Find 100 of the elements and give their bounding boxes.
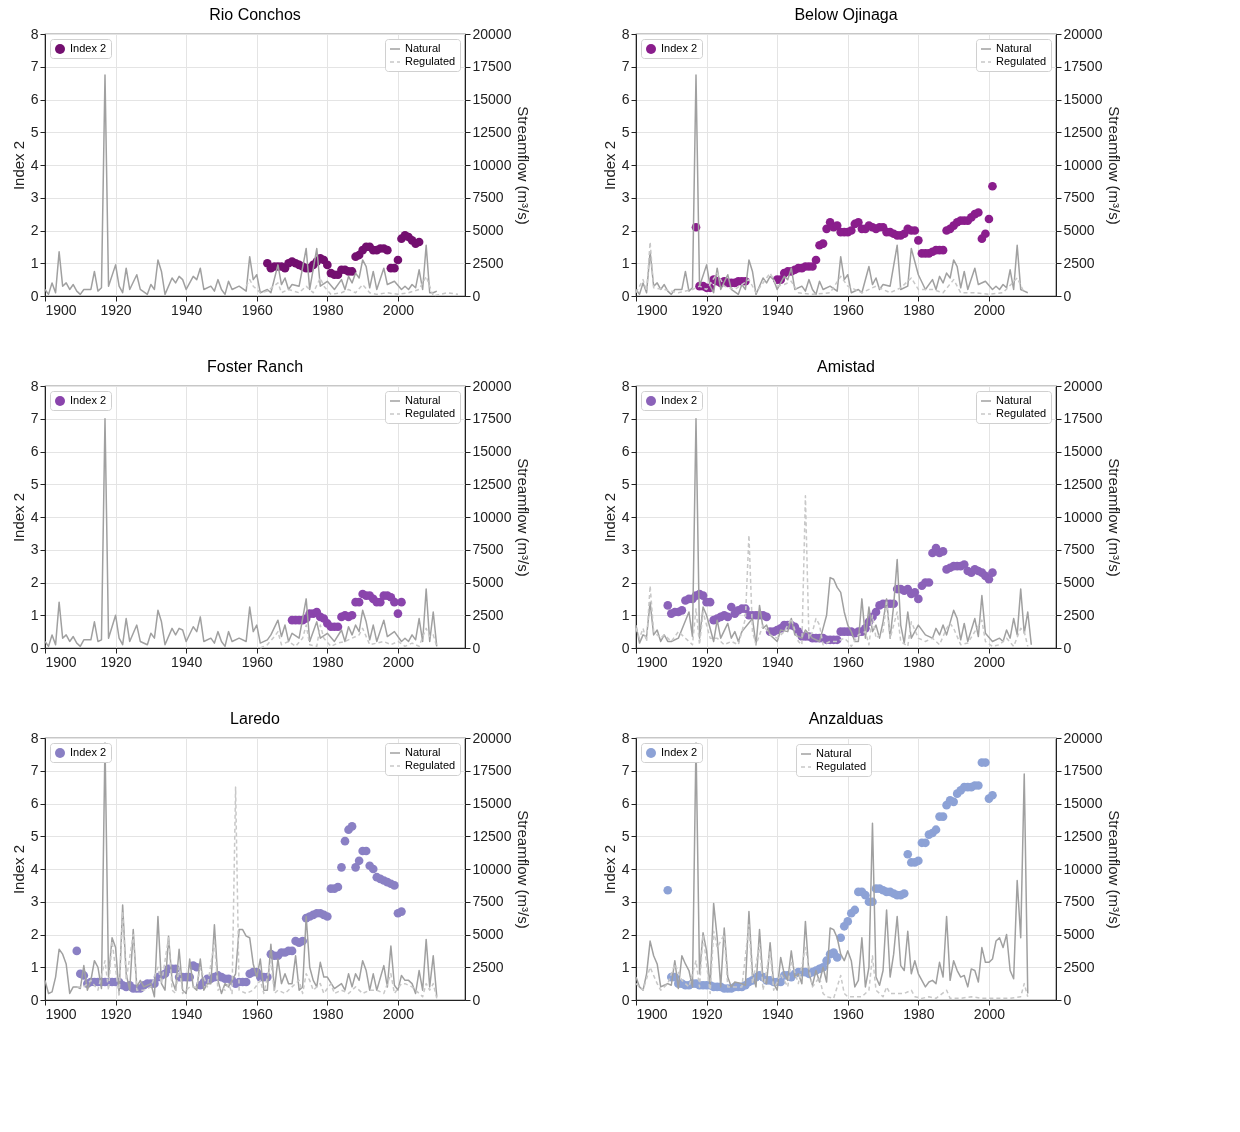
- y2-tick-label: 7500: [472, 893, 504, 910]
- y-tick-label: 8: [621, 729, 630, 746]
- y-tick-label: 3: [621, 189, 630, 206]
- y-axis-title: Index 2: [600, 140, 618, 191]
- y2-tick-label: 0: [472, 639, 481, 656]
- line-series: [76, 786, 438, 1000]
- legend-label: Natural: [405, 394, 441, 406]
- point: [393, 255, 403, 265]
- legend-label: Natural: [405, 42, 441, 54]
- y-tick-label: 3: [30, 893, 39, 910]
- y2-tick-label: 2500: [472, 606, 504, 623]
- y-axis-title: Index 2: [9, 844, 27, 895]
- x-tick-label: 2000: [973, 1005, 1006, 1022]
- y-tick-label: 5: [30, 475, 39, 492]
- x-tick-label: 1940: [171, 1005, 203, 1022]
- y-tick-label: 7: [621, 58, 630, 75]
- y2-tick-label: 5000: [472, 574, 504, 590]
- y2-tick-label: 20000: [472, 729, 512, 746]
- x-tick-label: 1900: [636, 1005, 668, 1022]
- y2-tick-label: 12500: [472, 123, 512, 140]
- x-tick-label: 1960: [832, 1005, 865, 1022]
- y-tick-label: 4: [621, 508, 630, 525]
- y-axis-title: Index 2: [9, 140, 27, 191]
- y-tick-label: 0: [30, 287, 39, 304]
- y-tick-label: 2: [621, 574, 630, 590]
- y2-tick-label: 10000: [472, 508, 512, 525]
- y-tick-label: 7: [621, 762, 630, 779]
- line-series: [44, 74, 438, 296]
- point: [397, 597, 406, 607]
- y-tick-label: 4: [30, 860, 39, 877]
- y2-tick-label: 10000: [472, 156, 512, 173]
- y-tick-label: 4: [621, 860, 630, 877]
- y2-tick-label: 7500: [472, 189, 504, 206]
- y-tick-label: 8: [621, 377, 630, 394]
- x-tick-label: 1920: [100, 653, 132, 670]
- y-tick-label: 0: [621, 287, 630, 304]
- y2-tick-label: 15000: [472, 91, 512, 107]
- x-tick-label: 1900: [636, 301, 668, 318]
- chart-title: Foster Ranch: [206, 358, 304, 375]
- y2-tick-label: 15000: [1063, 91, 1103, 107]
- y-tick-label: 8: [30, 729, 39, 746]
- y2-tick-label: 7500: [1063, 893, 1095, 910]
- x-tick-label: 1940: [762, 653, 794, 670]
- x-tick-label: 1900: [45, 1005, 77, 1022]
- y2-tick-label: 10000: [1063, 156, 1103, 173]
- y2-tick-label: 5000: [1063, 222, 1095, 238]
- y2-tick-label: 2500: [1063, 606, 1095, 623]
- y2-tick-label: 5000: [472, 222, 504, 238]
- y2-axis-title: Streamflow (m³/s): [515, 458, 533, 577]
- y2-tick-label: 17500: [1063, 58, 1103, 75]
- y-tick-label: 5: [621, 827, 630, 844]
- y-tick-label: 4: [30, 508, 39, 525]
- y2-tick-label: 15000: [1063, 795, 1103, 811]
- y-tick-label: 8: [30, 25, 39, 42]
- y2-tick-label: 20000: [1063, 377, 1103, 394]
- y-axis-title: Index 2: [9, 492, 27, 543]
- x-tick-label: 1940: [762, 1005, 794, 1022]
- y2-tick-label: 2500: [1063, 254, 1095, 271]
- y-tick-label: 1: [30, 606, 39, 623]
- y-tick-label: 1: [621, 254, 630, 271]
- line-series: [635, 241, 1025, 296]
- x-tick-label: 1920: [100, 301, 132, 318]
- legend-label: Natural: [816, 747, 852, 759]
- y-tick-label: 4: [30, 156, 39, 173]
- x-tick-label: 1920: [691, 1005, 723, 1022]
- chart-title: Rio Conchos: [209, 6, 301, 23]
- legend-label: Regulated: [996, 55, 1047, 67]
- y2-tick-label: 10000: [1063, 860, 1103, 877]
- y-tick-label: 8: [30, 377, 39, 394]
- legend-label: Index 2: [661, 394, 698, 406]
- y-tick-label: 2: [30, 222, 39, 238]
- x-tick-label: 2000: [973, 301, 1006, 318]
- y2-tick-label: 0: [1063, 287, 1072, 304]
- y2-tick-label: 0: [1063, 639, 1072, 656]
- y-tick-label: 1: [30, 254, 39, 271]
- x-tick-label: 1960: [241, 1005, 274, 1022]
- y-tick-label: 3: [621, 541, 630, 558]
- legend-label: Natural: [405, 746, 441, 758]
- line-series: [635, 923, 1029, 1000]
- y2-tick-label: 5000: [1063, 926, 1095, 942]
- chart-title: Amistad: [817, 358, 875, 375]
- x-tick-label: 1900: [636, 653, 668, 670]
- y-tick-label: 5: [30, 123, 39, 140]
- legend-label: Index 2: [661, 746, 698, 758]
- y-axis-title: Index 2: [600, 844, 618, 895]
- chart-title: Below Ojinaga: [794, 6, 898, 23]
- legend-label: Index 2: [661, 42, 698, 54]
- y-tick-label: 2: [621, 926, 630, 942]
- x-tick-label: 1980: [312, 1005, 344, 1022]
- y-tick-label: 1: [30, 958, 39, 975]
- y-tick-label: 0: [30, 639, 39, 656]
- line-series: [635, 494, 1029, 648]
- y2-tick-label: 12500: [472, 827, 512, 844]
- y-tick-label: 3: [30, 189, 39, 206]
- y2-tick-label: 20000: [1063, 25, 1103, 42]
- legend-label: Natural: [996, 42, 1032, 54]
- y2-tick-label: 17500: [472, 58, 512, 75]
- y-tick-label: 7: [621, 410, 630, 427]
- y2-tick-label: 12500: [472, 475, 512, 492]
- x-tick-label: 1980: [312, 301, 344, 318]
